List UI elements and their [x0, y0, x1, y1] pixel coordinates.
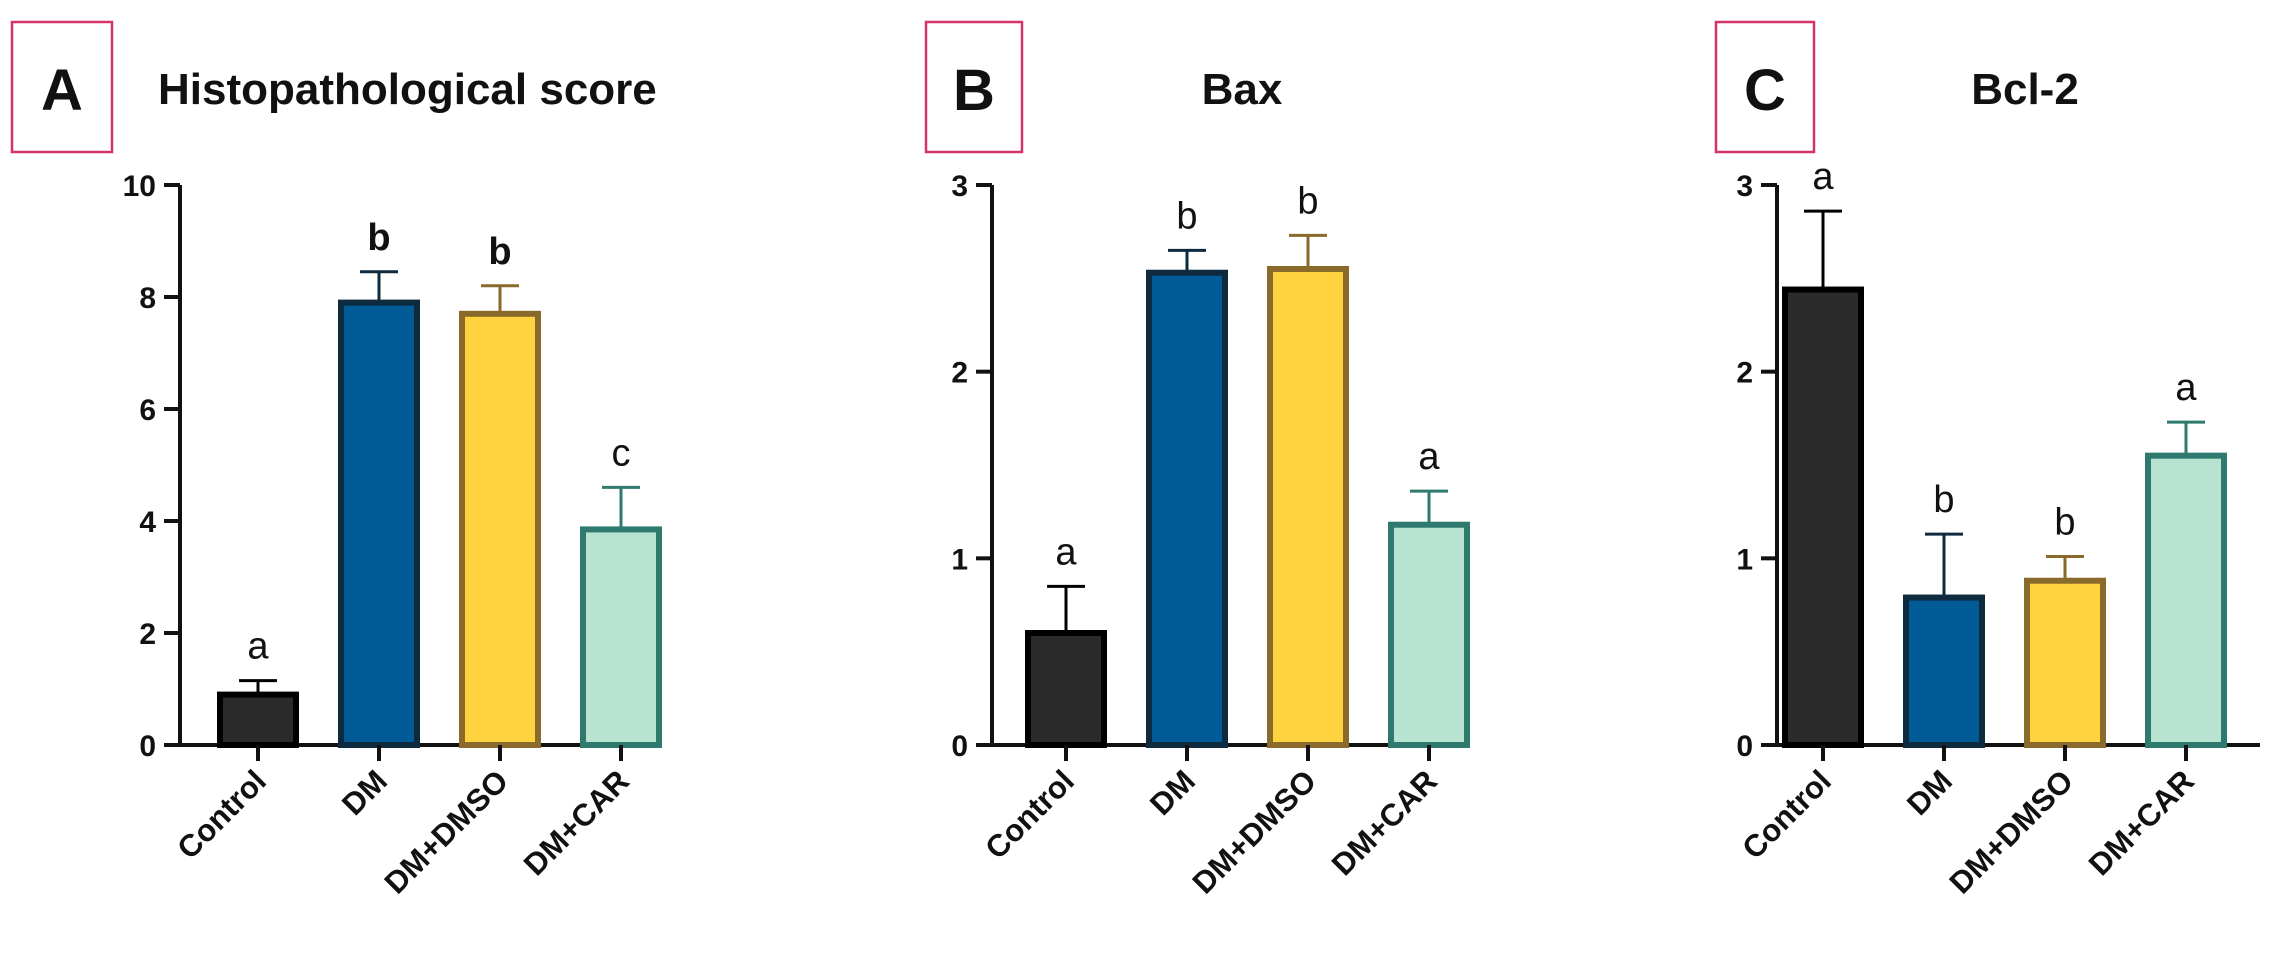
- y-tick-label: 1: [951, 543, 968, 576]
- y-tick-label: 1: [1736, 543, 1753, 576]
- x-tick-label: DM+CAR: [1325, 763, 1444, 882]
- x-tick-label: DM+DMSO: [1943, 763, 2080, 900]
- panel-c-letter: C: [1744, 58, 1786, 123]
- significance-label: b: [1933, 479, 1954, 521]
- panel-a-title: Histopathological score: [158, 65, 657, 114]
- y-tick-label: 2: [1736, 357, 1753, 390]
- panel-b: B Bax 0 1 2 3 a Control b DM b DM+DMSO a DM+CAR: [924, 20, 1470, 901]
- x-tick-label: Control: [978, 763, 1081, 866]
- bar-dm-car: [1388, 521, 1470, 748]
- x-tick-label: DM: [1900, 763, 1959, 822]
- bar-control: [1025, 630, 1107, 748]
- panel-a-letter-box: [10, 20, 114, 154]
- significance-label: b: [367, 217, 390, 259]
- significance-label: b: [488, 231, 511, 273]
- x-tick-label: DM: [335, 763, 394, 822]
- x-tick-label: DM+DMSO: [378, 763, 515, 900]
- y-tick-label: 3: [1736, 170, 1753, 203]
- y-tick-label: 4: [139, 506, 156, 539]
- bar-dm-dmso: [459, 310, 541, 748]
- y-tick-label: 2: [951, 357, 968, 390]
- significance-label: a: [1812, 156, 1834, 198]
- bar-dm-car: [580, 526, 662, 749]
- bar-dm-dmso: [2024, 577, 2106, 748]
- panel-c-title: Bcl-2: [1971, 65, 2079, 114]
- x-tick-label: DM+CAR: [2082, 763, 2201, 882]
- panel-b-letter-box: [924, 20, 1024, 154]
- significance-label: b: [1297, 180, 1318, 222]
- panel-a-letter: A: [41, 58, 83, 123]
- significance-label: c: [612, 432, 631, 474]
- x-tick-label: DM+CAR: [517, 763, 636, 882]
- y-tick-label: 10: [123, 170, 156, 203]
- y-tick-label: 3: [951, 170, 968, 203]
- bar-dm-car: [2145, 452, 2227, 748]
- bar-dm: [338, 299, 420, 748]
- y-tick-label: 0: [139, 730, 156, 763]
- x-tick-label: Control: [1735, 763, 1838, 866]
- bar-control: [1782, 286, 1864, 748]
- y-tick-label: 0: [1736, 730, 1753, 763]
- x-tick-label: DM+DMSO: [1186, 763, 1323, 900]
- panel-c: C Bcl-2 0 1 2 3 a Control b DM b DM+DMSO a DM+CAR: [1714, 20, 2260, 901]
- significance-label: a: [1055, 531, 1077, 573]
- bar-dm: [1146, 269, 1228, 748]
- x-tick-label: Control: [170, 763, 273, 866]
- bar-dm-dmso: [1267, 266, 1349, 748]
- significance-label: b: [1176, 195, 1197, 237]
- significance-label: a: [1418, 436, 1440, 478]
- y-tick-label: 8: [139, 282, 156, 315]
- panel-b-title: Bax: [1202, 65, 1283, 114]
- y-tick-label: 2: [139, 618, 156, 651]
- panel-b-letter: B: [953, 58, 995, 123]
- significance-label: a: [2175, 367, 2197, 409]
- x-tick-label: DM: [1143, 763, 1202, 822]
- panel-c-letter-box: [1714, 20, 1816, 154]
- panel-a: A Histopathological score 0 2 4 6 8 10 a Contro…: [10, 20, 662, 901]
- bar-control: [217, 691, 299, 748]
- significance-label: a: [247, 626, 269, 668]
- y-tick-label: 6: [139, 394, 156, 427]
- significance-label: b: [2054, 501, 2075, 543]
- y-tick-label: 0: [951, 730, 968, 763]
- bar-dm: [1903, 594, 1985, 748]
